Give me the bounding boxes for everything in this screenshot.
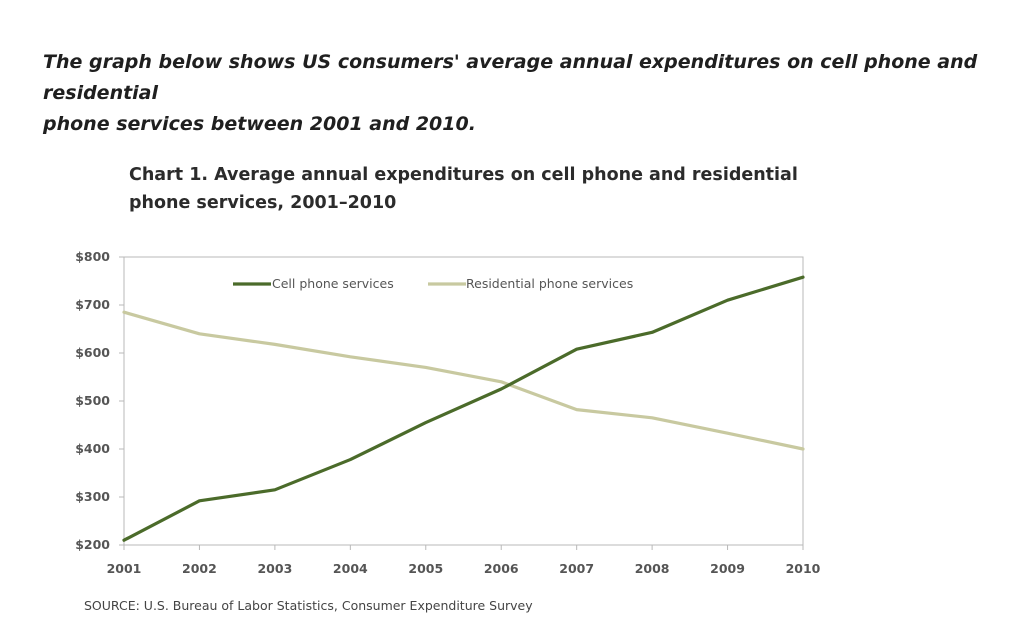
x-tick-label: 2008 [635,561,670,576]
series-line-cell-phone [122,275,805,542]
chart-title: Chart 1. Average annual expenditures on … [129,161,829,217]
plot-area-frame [123,256,804,546]
y-tick-label: $500 [75,393,110,408]
legend-label: Residential phone services [466,276,633,291]
x-tick-label: 2010 [786,561,821,576]
x-tick-label: 2006 [484,561,519,576]
intro-text: The graph below shows US consumers' aver… [43,47,1003,140]
x-tick-label: 2002 [182,561,217,576]
x-tick-label: 2005 [408,561,443,576]
y-tick-label: $700 [75,297,110,312]
legend-label: Cell phone services [272,276,394,291]
intro-line-2: phone services between 2001 and 2010. [43,113,476,135]
x-tick-label: 2003 [257,561,292,576]
y-tick-label: $200 [75,537,110,552]
y-tick-label: $300 [75,489,110,504]
x-tick-label: 2007 [559,561,594,576]
x-tick-label: 2009 [710,561,745,576]
chart-title-line-2: phone services, 2001–2010 [129,193,397,213]
x-tick-label: 2001 [107,561,142,576]
x-tick-label: 2004 [333,561,368,576]
chart-title-line-1: Chart 1. Average annual expenditures on … [129,165,798,185]
intro-line-1: The graph below shows US consumers' aver… [43,51,978,104]
y-tick-label: $400 [75,441,110,456]
series-line-residential [122,310,805,451]
y-tick-label: $800 [75,249,110,264]
y-tick-label: $600 [75,345,110,360]
chart-source: SOURCE: U.S. Bureau of Labor Statistics,… [84,598,533,613]
